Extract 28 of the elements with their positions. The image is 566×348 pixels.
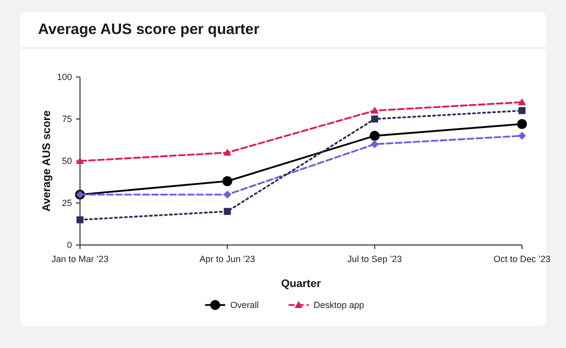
y-axis-title: Average AUS score <box>41 110 53 212</box>
point <box>370 140 379 148</box>
point <box>224 208 231 215</box>
x-tick-label: Jul to Sep ’23 <box>347 254 402 264</box>
y-tick-label: 100 <box>56 72 72 82</box>
legend-label: Desktop app <box>314 300 364 310</box>
x-axis-title: Quarter <box>281 278 322 290</box>
point <box>223 148 232 156</box>
point <box>371 116 378 122</box>
y-tick-label: 75 <box>62 114 72 124</box>
point <box>518 132 526 140</box>
point <box>518 98 526 106</box>
x-tick-label: Jan to Mar ’23 <box>51 254 109 264</box>
point <box>222 176 232 186</box>
y-tick-label: 50 <box>62 156 72 166</box>
legend-label: Overall <box>230 300 259 310</box>
point <box>76 157 84 164</box>
point <box>518 107 526 114</box>
y-tick-label: 0 <box>66 240 72 250</box>
y-tick-label: 25 <box>62 198 72 208</box>
point <box>370 130 380 141</box>
x-tick-label: Apr to Jun ’23 <box>200 254 256 264</box>
point <box>76 216 84 224</box>
point <box>517 119 527 130</box>
point <box>370 106 379 114</box>
x-tick-label: Oct to Dec ’23 <box>493 254 551 264</box>
chart-title: Average AUS score per quarter <box>38 21 260 38</box>
point <box>223 190 232 199</box>
